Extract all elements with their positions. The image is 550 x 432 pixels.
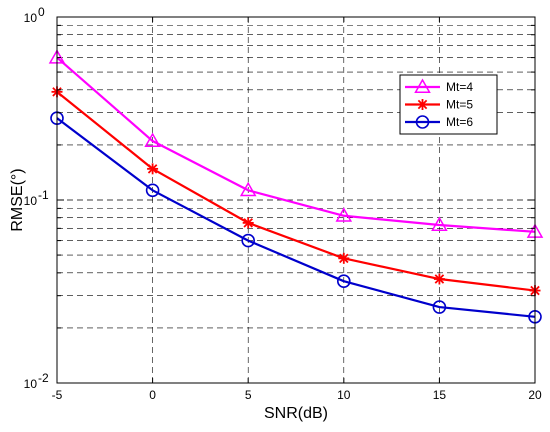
x-axis-label: SNR(dB) [264, 405, 328, 422]
legend-label-1: Mt=4 [446, 80, 473, 94]
legend-marker-3 [415, 115, 430, 129]
data-point-2 [433, 273, 445, 285]
data-point-2 [147, 163, 159, 175]
y-tick-label-exponent: 0 [38, 5, 45, 19]
series-line-3 [56, 117, 536, 318]
data-point-1 [144, 132, 161, 148]
y-tick-label-exponent: -1 [38, 188, 49, 202]
y-tick-label: 10 [24, 377, 38, 391]
y-axis-label: RMSE(°) [9, 168, 26, 231]
data-point-1 [431, 216, 448, 232]
x-tick-label: 5 [245, 388, 252, 402]
series-line-1 [56, 56, 536, 233]
data-point-3 [145, 183, 160, 198]
x-tick-label: 0 [149, 388, 156, 402]
legend-marker-2 [417, 99, 428, 110]
y-tick-label: 10 [24, 11, 38, 25]
data-point-1 [239, 181, 257, 197]
data-point-1 [335, 207, 353, 222]
data-point-2 [338, 252, 350, 264]
x-tick-label: 10 [337, 388, 351, 402]
legend-label-3: Mt=6 [446, 115, 473, 129]
x-tick-label: 15 [433, 388, 447, 402]
data-point-3 [432, 300, 447, 314]
data-point-3 [241, 233, 255, 248]
legend-marker-1 [414, 78, 431, 93]
data-point-2 [242, 217, 254, 229]
x-tick-label: -5 [52, 388, 63, 402]
legend-label-2: Mt=5 [446, 98, 473, 112]
legend: Mt=4 Mt=5 Mt=6 [399, 74, 498, 135]
x-tick-label: 20 [528, 388, 542, 402]
y-tick-label-exponent: -2 [38, 371, 49, 385]
data-point-3 [336, 274, 351, 288]
series-line-2 [56, 90, 536, 292]
y-tick-label: 10 [24, 194, 38, 208]
